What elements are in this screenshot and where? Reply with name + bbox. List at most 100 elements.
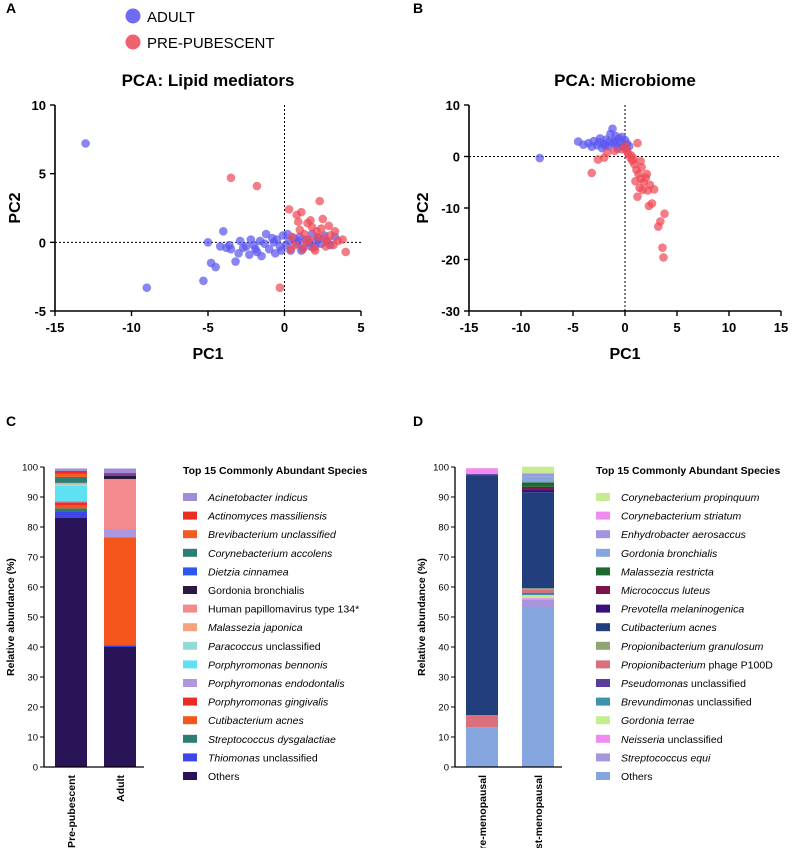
bar-segment — [522, 593, 554, 596]
stacked-bar-menopause: Pre-menopausal Post-menopausal 0 10 20 30 40 50… — [416, 463, 781, 848]
bar-segment — [466, 728, 498, 767]
adult-point — [257, 251, 266, 261]
pre-pubescent-point — [649, 185, 659, 194]
legend-label: Others — [208, 771, 240, 783]
bar-segment — [104, 479, 136, 530]
bar-segment — [522, 588, 554, 590]
legend-swatch — [596, 679, 610, 687]
pre-pubescent-point — [287, 232, 297, 242]
adult-point — [600, 141, 610, 150]
legend-label: Pseudomonas unclassified — [621, 678, 746, 690]
adult-point — [611, 131, 620, 141]
x-category-label: Post-menopausal — [533, 775, 545, 848]
pre-pubescent-point — [295, 225, 305, 235]
bar-segment — [522, 476, 554, 483]
adult-point — [251, 244, 260, 254]
panel-label-c: C — [6, 413, 16, 429]
legend-swatch — [183, 493, 197, 501]
legend-swatch — [596, 493, 610, 501]
legend-label: Gordonia bronchialis — [208, 585, 304, 597]
y-axis-label: Relative abundance (%) — [416, 558, 428, 676]
bar-segment — [466, 474, 498, 476]
y-tick-label: 10 — [27, 733, 38, 744]
legend-label: Thiomonas unclassified — [208, 752, 318, 764]
legend-label: Porphyromonas bennonis — [208, 659, 328, 671]
x-tick-label: 15 — [774, 320, 788, 335]
bar-segment — [522, 599, 554, 608]
bar-segment — [104, 537, 136, 646]
pre-pubescent-point — [660, 209, 669, 218]
bar-segment — [55, 502, 87, 506]
pre-pubescent-point — [301, 238, 311, 247]
legend-swatch — [596, 567, 610, 576]
pre-pubescent-point — [659, 253, 668, 262]
pre-pubescent-point — [310, 246, 320, 255]
y-tick-label: 30 — [27, 673, 38, 684]
bar-segment — [55, 482, 87, 485]
pre-pubescent-point — [307, 222, 317, 232]
adult-point — [535, 153, 545, 163]
bar-segment — [466, 727, 498, 728]
y-tick-label: 50 — [27, 613, 38, 624]
legend-swatch — [596, 530, 610, 539]
bar-segment — [55, 512, 87, 518]
legend-swatch — [596, 623, 610, 632]
adult-point — [241, 242, 251, 251]
legend-label: Prevotella melaninogenica — [621, 604, 744, 616]
x-tick-label: 5 — [357, 320, 364, 335]
bar-segment — [55, 468, 87, 471]
bar-segment — [522, 466, 554, 474]
bar-segment — [104, 476, 136, 479]
adult-point — [277, 246, 286, 255]
legend-swatch — [596, 716, 610, 725]
pre-pubescent-point — [603, 148, 612, 157]
legend-label: Neisseria unclassified — [621, 734, 723, 746]
bar-segment — [55, 508, 87, 512]
y-tick-label: 30 — [438, 673, 449, 684]
y-tick-label: 0 — [444, 763, 449, 774]
y-tick-label: 0 — [453, 150, 460, 165]
legend-swatch — [596, 753, 610, 762]
y-tick-label: -20 — [441, 253, 460, 268]
chart-title: PCA: Lipid mediators — [122, 71, 295, 90]
bar-segment — [55, 470, 87, 474]
y-tick-label: 0 — [33, 763, 38, 774]
legend-label: Propionibacterium phage P100D — [621, 659, 773, 671]
y-tick-label: 5 — [39, 167, 46, 182]
y-tick-label: 50 — [438, 613, 449, 624]
pre-pubescent-point — [316, 224, 326, 233]
y-tick-label: 100 — [433, 463, 449, 474]
y-tick-label: 80 — [27, 523, 38, 534]
legend-swatch — [596, 660, 610, 669]
legend-label: Porphyromonas endodontalis — [208, 678, 345, 690]
adult-point — [595, 134, 605, 143]
y-tick-label: 10 — [446, 98, 460, 113]
x-tick-label: 0 — [621, 320, 628, 335]
legend-swatch — [183, 511, 197, 520]
bar-segment — [55, 500, 87, 503]
legend-swatch — [183, 604, 197, 613]
x-tick-label: -5 — [202, 320, 214, 335]
adult-point — [608, 124, 617, 133]
adult-point — [231, 257, 240, 266]
legend-label: Streptococcus equi — [621, 752, 711, 764]
x-category-label: Pre-menopausal — [477, 775, 489, 848]
legend-swatch — [596, 604, 610, 613]
legend-pre-pubescent-label: PRE-PUBESCENT — [147, 35, 275, 52]
pre-pubescent-point — [286, 244, 295, 254]
pre-pubescent-point — [633, 138, 642, 148]
pre-pubescent-point — [297, 207, 306, 217]
legend-swatch — [183, 716, 197, 725]
pre-pubescent-point — [293, 217, 303, 227]
chart-title: PCA: Microbiome — [554, 71, 696, 90]
panel-label-a: A — [6, 0, 16, 16]
adult-point — [211, 262, 220, 272]
bar-segment — [466, 468, 498, 474]
legend-pre-pubescent-marker — [125, 34, 141, 50]
legend-swatch — [596, 734, 610, 743]
bar-segment — [466, 715, 498, 728]
adult-point — [215, 242, 225, 251]
pre-pubescent-point — [610, 146, 619, 156]
legend-label: Actinomyces massiliensis — [207, 511, 328, 523]
